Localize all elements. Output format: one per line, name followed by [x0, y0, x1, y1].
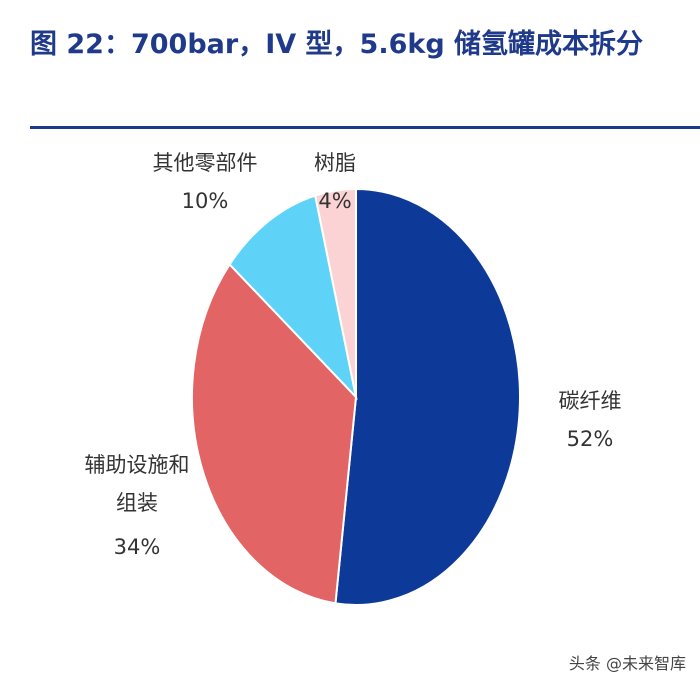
watermark: 头条 @未来智库: [568, 654, 686, 673]
pie-slice: [314, 187, 357, 398]
pie-slice: [334, 187, 521, 606]
title-rule: [30, 126, 700, 129]
slice-label: 树脂: [314, 151, 356, 175]
slice-label: 碳纤维: [558, 389, 622, 413]
pie-slice: [191, 262, 358, 605]
value-label: 34%: [113, 535, 161, 559]
value-label: 10%: [181, 189, 229, 213]
slice-label: 其他零部件: [152, 151, 258, 175]
value-label: 52%: [566, 427, 614, 451]
value-label: 4%: [318, 189, 352, 213]
slice-label: 辅助设施和组装: [84, 453, 190, 515]
chart-title: 图 22：700bar，IV 型，5.6kg 储氢罐成本拆分: [30, 29, 644, 60]
